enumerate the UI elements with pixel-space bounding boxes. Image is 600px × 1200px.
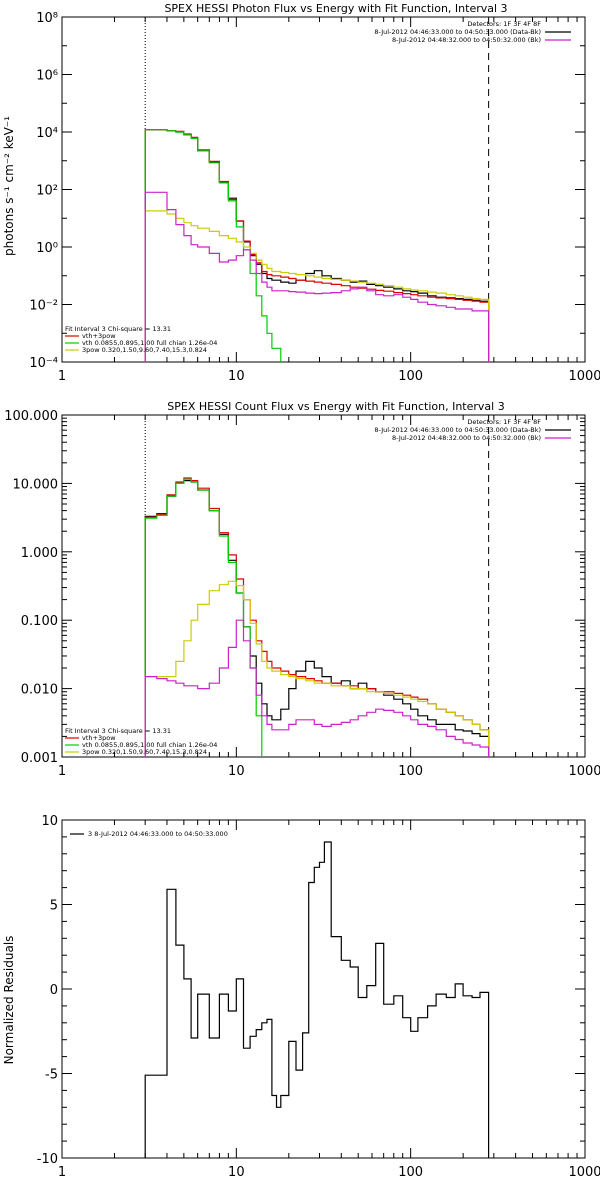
residuals-y-label: Normalized Residuals xyxy=(2,936,16,1065)
x-tick-label: 1 xyxy=(58,369,66,384)
series-line-3pow xyxy=(144,580,490,757)
series-line-vth xyxy=(144,478,490,757)
y-tick-label: 100.000 xyxy=(4,409,58,424)
y-tick-label: 0.010 xyxy=(21,683,58,698)
legend-bottom-entry: vth+3pow xyxy=(82,332,116,340)
y-tick-label: 10⁶ xyxy=(36,69,58,84)
legend-entry: 3 8-Jul-2012 04:46:33.000 to 04:50:33.00… xyxy=(88,830,228,838)
legend-bottom-entry: 3pow 0.320,1.50,9.60,7.40,15.3,0.824 xyxy=(82,748,207,756)
y-tick-label: 10.000 xyxy=(13,477,59,492)
y-tick-label: -5 xyxy=(45,1068,58,1083)
x-tick-label: 1 xyxy=(58,764,66,779)
x-tick-label: 1000 xyxy=(568,369,600,384)
count-flux-title: SPEX HESSI Count Flux vs Energy with Fit… xyxy=(167,400,504,413)
y-tick-label: 5 xyxy=(50,899,58,914)
legend-bottom-entry: vth 0.0855,0.895,1.00 full chian 1.26e-0… xyxy=(82,741,217,749)
legend-top-entry: Detectors: 1F 3F 4F 8F xyxy=(467,20,541,28)
legend-top-entry: 8-Jul-2012 04:48:32.000 to 04:50:32.000 … xyxy=(392,36,541,44)
legend-bottom-entry: 3pow 0.320,1.50,9.60,7.40,15.3,0.824 xyxy=(82,346,207,354)
legend-top-entry: Detectors: 1F 3F 4F 8F xyxy=(467,418,541,426)
y-tick-label: 0 xyxy=(50,983,58,998)
residuals-plot-area: 1 10 100 1000 -10 -5 0 5 10 3 8-Jul-2012 04:46:33… xyxy=(37,814,600,1180)
y-tick-label: 10 xyxy=(41,814,58,829)
x-tick-label: 10 xyxy=(228,369,245,384)
series-line-bk xyxy=(144,191,490,362)
x-tick-label: 1000 xyxy=(568,1165,600,1180)
count-flux-panel: SPEX HESSI Count Flux vs Energy with Fit… xyxy=(4,400,600,779)
x-tick-label: 100 xyxy=(398,1165,423,1180)
x-tick-label: 10 xyxy=(228,764,245,779)
y-tick-label: 10⁴ xyxy=(36,126,58,141)
y-tick-label: -10 xyxy=(37,1152,58,1167)
legend-top-entry: 8-Jul-2012 04:48:32.000 to 04:50:32.000 … xyxy=(392,434,541,442)
x-tick-label: 100 xyxy=(398,764,423,779)
legend-top-entry: 8-Jul-2012 04:46:33.000 to 04:50:33.000 … xyxy=(374,426,541,434)
y-tick-label: 0.001 xyxy=(21,751,58,766)
y-tick-label: 10⁻⁴ xyxy=(29,356,58,371)
series-line-bk xyxy=(144,619,490,757)
photon-flux-title: SPEX HESSI Photon Flux vs Energy with Fi… xyxy=(164,2,507,15)
y-tick-label: 10⁻² xyxy=(29,299,58,314)
legend-bottom-entry: vth+3pow xyxy=(82,734,116,742)
x-tick-label: 10 xyxy=(228,1165,245,1180)
series-line-vth xyxy=(144,129,490,362)
residuals-panel: Normalized Residuals 1 10 100 1000 -10 -5 0 5 10… xyxy=(2,814,600,1180)
x-tick-label: 1000 xyxy=(568,764,600,779)
y-tick-label: 1.000 xyxy=(21,546,58,561)
y-tick-label: 10² xyxy=(36,184,58,199)
legend-bottom-entry: vth 0.0855,0.895,1.00 full chian 1.26e-0… xyxy=(82,339,217,347)
x-tick-label: 1 xyxy=(58,1165,66,1180)
legend-bottom-entry: Fit Interval 3 Chi-square = 13.31 xyxy=(65,325,171,333)
legend-top-entry: 8-Jul-2012 04:46:33.000 to 04:50:33.000 … xyxy=(374,28,541,36)
y-tick-label: 0.100 xyxy=(21,614,58,629)
series-line-residuals xyxy=(144,841,490,1158)
photon-flux-plot-area: 1 10 100 1000 10⁻⁴ 10⁻² 10⁰ 10² 10⁴ 10⁶ 10⁸ Detecto… xyxy=(29,11,600,384)
series-line-3pow xyxy=(144,210,490,362)
photon-flux-y-label: photons s⁻¹ cm⁻² keV⁻¹ xyxy=(2,116,16,256)
plot-frame xyxy=(61,414,586,758)
y-tick-label: 10⁸ xyxy=(36,11,58,26)
count-flux-plot-area: 1 10 100 1000 0.001 0.010 0.100 1.000 10.000 100.… xyxy=(4,409,600,779)
legend-bottom-entry: Fit Interval 3 Chi-square = 13.31 xyxy=(65,727,171,735)
y-tick-label: 10⁰ xyxy=(36,241,58,256)
photon-flux-panel: SPEX HESSI Photon Flux vs Energy with Fi… xyxy=(2,2,600,384)
x-tick-label: 100 xyxy=(398,369,423,384)
